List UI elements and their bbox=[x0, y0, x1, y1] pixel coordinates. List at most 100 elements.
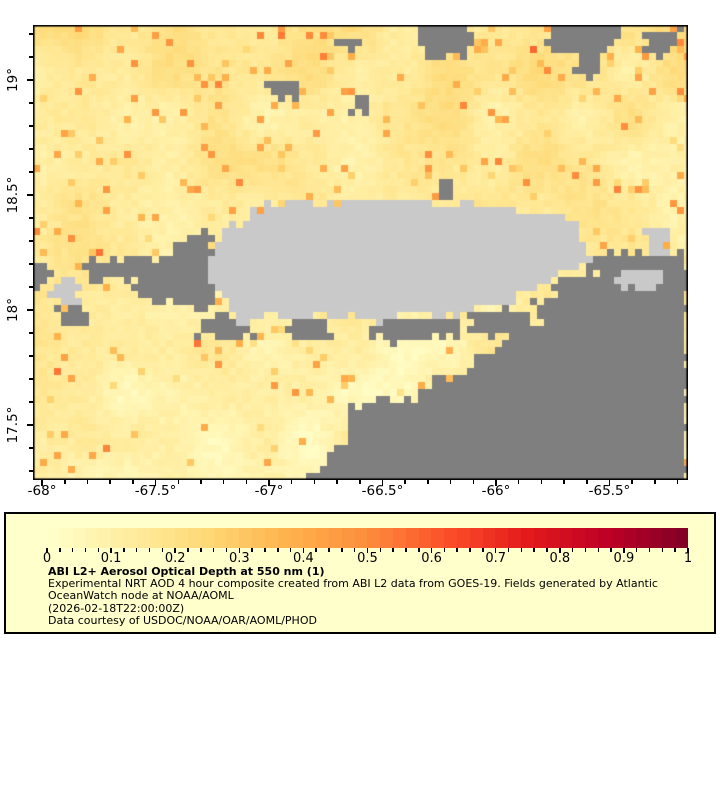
colorbar-minor-tick bbox=[546, 548, 548, 552]
legend-description-line-2: OceanWatch node at NOAA/AOML bbox=[48, 589, 234, 603]
colorbar-tick-label: 0.6 bbox=[421, 551, 442, 566]
x-major-tick bbox=[381, 480, 384, 486]
y-minor-tick bbox=[29, 217, 33, 219]
y-minor-tick bbox=[29, 447, 33, 449]
colorbar-tick-label: 0.5 bbox=[357, 551, 378, 566]
y-tick-label: 18° bbox=[5, 298, 21, 322]
colorbar-segment bbox=[252, 528, 265, 548]
colorbar-segment bbox=[623, 528, 637, 548]
y-minor-tick bbox=[29, 125, 33, 127]
colorbar-minor-tick bbox=[315, 548, 317, 552]
colorbar-minor-tick bbox=[71, 548, 74, 552]
colorbar-tick-label: 0.8 bbox=[549, 551, 571, 566]
colorbar-tick-label: 0.4 bbox=[293, 551, 314, 566]
colorbar-segment bbox=[187, 528, 201, 548]
colorbar-segment bbox=[85, 528, 99, 548]
colorbar-segment bbox=[303, 528, 317, 548]
colorbar-minor-tick bbox=[123, 548, 125, 552]
legend-timestamp: (2026-02-18T22:00:00Z) bbox=[48, 601, 185, 615]
colorbar-major-tick bbox=[494, 548, 497, 553]
colorbar-major-tick bbox=[366, 548, 369, 553]
y-minor-tick bbox=[29, 286, 33, 288]
colorbar-segment bbox=[175, 528, 188, 548]
colorbar-minor-tick bbox=[584, 548, 587, 552]
colorbar-segment bbox=[585, 528, 598, 548]
colorbar-segment bbox=[200, 528, 214, 548]
colorbar-minor-tick bbox=[392, 548, 394, 552]
x-tick-label: -66.5° bbox=[361, 483, 404, 499]
x-minor-tick bbox=[449, 480, 452, 484]
colorbar-minor-tick bbox=[341, 548, 343, 552]
colorbar-segment bbox=[546, 528, 560, 548]
colorbar-minor-tick bbox=[661, 548, 664, 552]
colorbar-segment bbox=[521, 528, 534, 548]
y-minor-tick bbox=[29, 401, 33, 403]
colorbar-minor-tick bbox=[328, 548, 330, 552]
colorbar-minor-tick bbox=[264, 548, 266, 552]
x-minor-tick bbox=[313, 480, 316, 484]
colorbar-segment bbox=[495, 528, 509, 548]
x-minor-tick bbox=[472, 480, 475, 484]
colorbar-segment bbox=[533, 528, 547, 548]
colorbar-segment bbox=[149, 528, 163, 548]
colorbar-minor-tick bbox=[520, 548, 523, 552]
colorbar-minor-tick bbox=[289, 548, 292, 552]
x-minor-tick bbox=[631, 480, 633, 484]
colorbar-minor-tick bbox=[533, 548, 535, 552]
y-major-tick bbox=[27, 424, 33, 426]
legend-text: ABI L2+ Aerosol Optical Depth at 550 nm … bbox=[48, 565, 698, 628]
colorbar-segment bbox=[111, 528, 124, 548]
colorbar-minor-tick bbox=[648, 548, 651, 552]
colorbar-segment bbox=[674, 528, 688, 548]
x-minor-tick bbox=[359, 480, 361, 484]
colorbar-segment bbox=[213, 528, 227, 548]
y-minor-tick bbox=[29, 240, 33, 242]
colorbar-segment bbox=[162, 528, 176, 548]
colorbar-segment bbox=[508, 528, 522, 548]
x-minor-tick bbox=[245, 480, 248, 484]
colorbar-minor-tick bbox=[405, 548, 407, 552]
x-tick-label: -65.5° bbox=[588, 483, 631, 499]
colorbar-major-tick bbox=[559, 548, 561, 553]
x-minor-tick bbox=[517, 480, 520, 484]
x-tick-label: -67° bbox=[254, 483, 284, 499]
x-major-tick bbox=[41, 480, 43, 486]
colorbar-minor-tick bbox=[571, 548, 574, 552]
x-minor-tick bbox=[336, 480, 338, 484]
colorbar-segment bbox=[98, 528, 112, 548]
colorbar-segment bbox=[316, 528, 329, 548]
colorbar-segment bbox=[597, 528, 611, 548]
colorbar-segment bbox=[662, 528, 675, 548]
x-minor-tick bbox=[222, 480, 225, 484]
x-minor-tick bbox=[86, 480, 89, 484]
colorbar-segment bbox=[444, 528, 457, 548]
colorbar-major-tick bbox=[110, 548, 112, 553]
colorbar-segment bbox=[405, 528, 419, 548]
map-plot bbox=[33, 25, 688, 480]
colorbar-tick-label: 0.3 bbox=[228, 551, 250, 566]
x-minor-tick bbox=[563, 480, 565, 484]
colorbar-minor-tick bbox=[610, 548, 612, 552]
colorbar-minor-tick bbox=[84, 548, 87, 552]
colorbar-minor-tick bbox=[469, 548, 471, 552]
colorbar-tick-label: 0.9 bbox=[613, 551, 635, 566]
colorbar-major-tick bbox=[623, 548, 625, 553]
colorbar-segment bbox=[277, 528, 291, 548]
colorbar-tick-label: 1 bbox=[683, 551, 693, 566]
colorbar-major-tick bbox=[687, 548, 689, 553]
legend-box: 0 0.1 0.2 0.3 0.4 0.5 0.6 0.7 0.8 0.9 1 ABI L2+ Ae… bbox=[4, 512, 716, 634]
colorbar-segment bbox=[392, 528, 406, 548]
y-minor-tick bbox=[29, 378, 33, 380]
y-minor-tick bbox=[29, 33, 33, 35]
colorbar-segment bbox=[559, 528, 573, 548]
y-tick-label: 17.5° bbox=[5, 406, 21, 444]
colorbar-segment bbox=[328, 528, 342, 548]
x-minor-tick bbox=[654, 480, 656, 484]
colorbar-minor-tick bbox=[148, 548, 151, 552]
colorbar-segment bbox=[290, 528, 304, 548]
y-minor-tick bbox=[29, 171, 33, 173]
colorbar-minor-tick bbox=[97, 548, 100, 552]
y-major-tick bbox=[27, 79, 33, 81]
colorbar-minor-tick bbox=[212, 548, 215, 552]
colorbar-major-tick bbox=[302, 548, 305, 553]
